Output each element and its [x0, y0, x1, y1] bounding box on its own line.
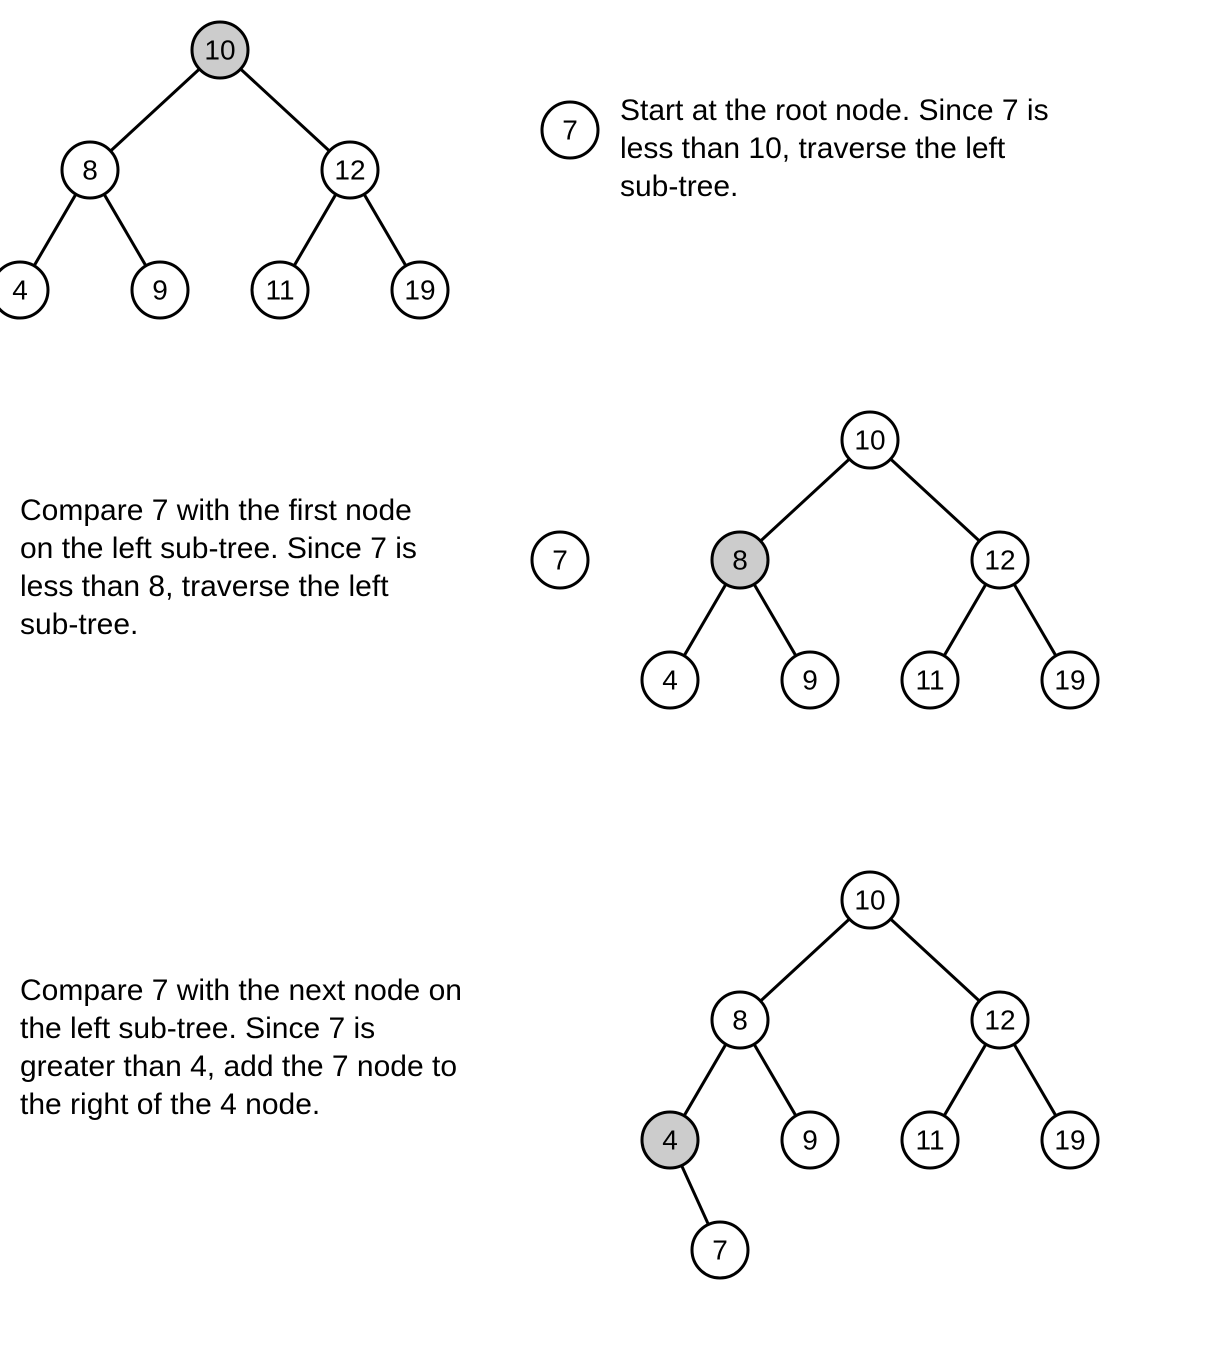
step1-node-l-label: 8: [82, 155, 98, 186]
step1-caption-line: sub-tree.: [620, 170, 738, 203]
tree-edge: [761, 459, 850, 541]
step2-standalone-label: 7: [552, 545, 568, 576]
tree-edge: [891, 459, 980, 541]
step2-node-r-label: 12: [984, 545, 1015, 576]
step2-node-root-label: 10: [854, 425, 885, 456]
step1-caption-line: less than 10, traverse the left: [620, 132, 1006, 165]
step2-caption-line: on the left sub-tree. Since 7 is: [20, 532, 417, 565]
step2-node-rr-label: 19: [1054, 665, 1085, 696]
tree-edge: [684, 1044, 726, 1116]
step3-node-r-label: 12: [984, 1005, 1015, 1036]
step3-node-rr-label: 19: [1054, 1125, 1085, 1156]
tree-edge: [754, 584, 796, 656]
step2-node-rl-label: 11: [915, 665, 944, 696]
tree-edge: [754, 1044, 796, 1116]
step3-node-root-label: 10: [854, 885, 885, 916]
step1-caption-line: Start at the root node. Since 7 is: [620, 94, 1049, 127]
step1-node-ll-label: 4: [12, 275, 28, 306]
tree-edge: [104, 194, 146, 266]
step1-node-rl-label: 11: [265, 275, 294, 306]
tree-edge: [1014, 584, 1056, 656]
step3-node-extra-label: 7: [712, 1235, 728, 1266]
step1-node-root-label: 10: [204, 35, 235, 66]
step2-caption-line: sub-tree.: [20, 608, 138, 641]
tree-edge: [34, 194, 76, 266]
tree-edge: [111, 69, 200, 151]
step3-caption-line: greater than 4, add the 7 node to: [20, 1050, 457, 1083]
step3-node-ll-label: 4: [662, 1125, 678, 1156]
step2-caption-line: less than 8, traverse the left: [20, 570, 389, 603]
tree-edge: [682, 1165, 709, 1224]
tree-edge: [294, 194, 336, 266]
step2-node-l-label: 8: [732, 545, 748, 576]
step1-node-r-label: 12: [334, 155, 365, 186]
tree-edge: [891, 919, 980, 1001]
step3-node-l-label: 8: [732, 1005, 748, 1036]
tree-edge: [241, 69, 330, 151]
step2-node-ll-label: 4: [662, 665, 678, 696]
tree-edge: [761, 919, 850, 1001]
tree-edge: [364, 194, 406, 266]
step3-node-rl-label: 11: [915, 1125, 944, 1156]
tree-edge: [1014, 1044, 1056, 1116]
step3-caption-line: the left sub-tree. Since 7 is: [20, 1012, 375, 1045]
step2-node-lr-label: 9: [802, 665, 818, 696]
step1-standalone-label: 7: [562, 115, 578, 146]
step3-caption-line: the right of the 4 node.: [20, 1088, 320, 1121]
step1-node-rr-label: 19: [404, 275, 435, 306]
tree-edge: [944, 584, 986, 656]
step3-node-lr-label: 9: [802, 1125, 818, 1156]
tree-edge: [944, 1044, 986, 1116]
step2-caption-line: Compare 7 with the first node: [20, 494, 412, 527]
tree-edge: [684, 584, 726, 656]
step1-node-lr-label: 9: [152, 275, 168, 306]
step3-caption-line: Compare 7 with the next node on: [20, 974, 462, 1007]
